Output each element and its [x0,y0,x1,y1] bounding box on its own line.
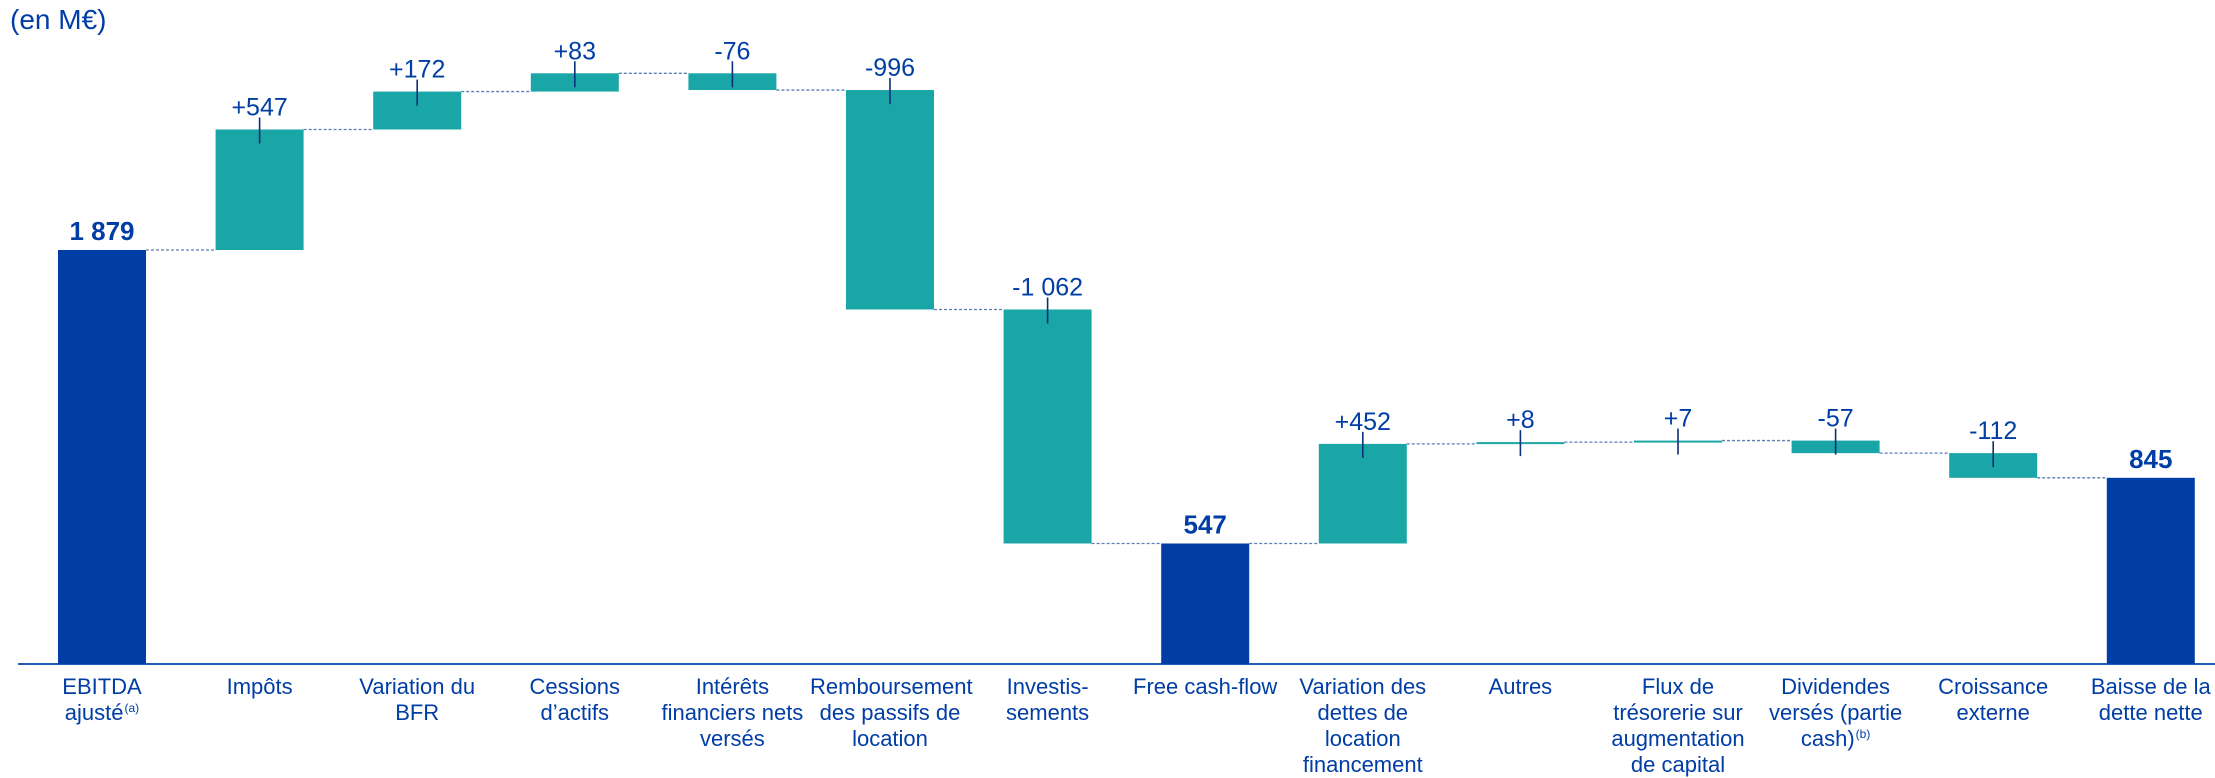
total-bar [1161,543,1250,664]
category-label: Variation du BFR [359,674,476,725]
delta-bar [215,129,304,250]
unit-label: (en M€) [10,4,107,35]
data-label: -112 [1969,417,2017,445]
data-label: -1 062 [1012,273,1083,301]
category-label: Cessions d’actifs [529,674,621,725]
data-label: 547 [1184,509,1227,539]
data-label: 1 879 [69,216,134,246]
category-label: Impôts [226,674,293,699]
data-label: 845 [2129,444,2172,474]
data-label: +547 [231,93,287,121]
delta-bar [1003,309,1092,544]
category-label: Variation des dettes de location finance… [1299,674,1427,777]
data-label: +7 [1664,405,1693,433]
data-label: +452 [1335,408,1391,436]
delta-bar [1318,443,1407,544]
data-label: -996 [865,54,915,82]
data-label: +172 [389,56,445,84]
data-label: -57 [1818,405,1854,433]
data-label: -76 [714,37,750,65]
delta-bar [846,90,934,310]
category-label: Investis-sements [1006,674,1090,725]
category-label: Croissance externe [1938,674,2049,725]
category-label: Autres [1488,674,1553,699]
category-label: Baisse de la dette nette [2090,674,2211,725]
data-label: +8 [1506,406,1535,434]
category-label: EBITDA ajusté(a) [62,674,142,725]
category-label: Remboursement des passifs de location [810,674,973,751]
total-bar [2106,477,2195,664]
category-label: Dividendes versés (partie cash)(b) [1768,674,1903,751]
category-label: Free cash-flow [1133,674,1278,699]
category-label: Flux de trésorerie sur augmentation de c… [1611,674,1745,777]
total-bar [58,250,146,664]
data-label: +83 [554,37,596,65]
category-label: Intérêts financiers nets versés [661,674,804,751]
